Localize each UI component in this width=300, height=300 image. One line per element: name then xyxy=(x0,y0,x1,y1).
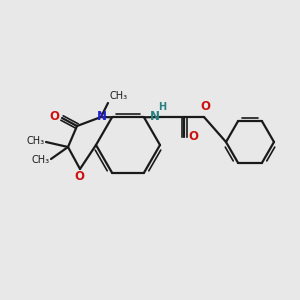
Text: CH₃: CH₃ xyxy=(27,136,45,146)
Text: CH₃: CH₃ xyxy=(110,91,128,101)
Text: O: O xyxy=(49,110,59,124)
Text: O: O xyxy=(188,130,198,143)
Text: H: H xyxy=(158,102,166,112)
Text: O: O xyxy=(74,170,84,183)
Text: N: N xyxy=(150,110,160,124)
Text: O: O xyxy=(200,100,210,113)
Text: CH₃: CH₃ xyxy=(32,155,50,165)
Text: N: N xyxy=(97,110,107,122)
